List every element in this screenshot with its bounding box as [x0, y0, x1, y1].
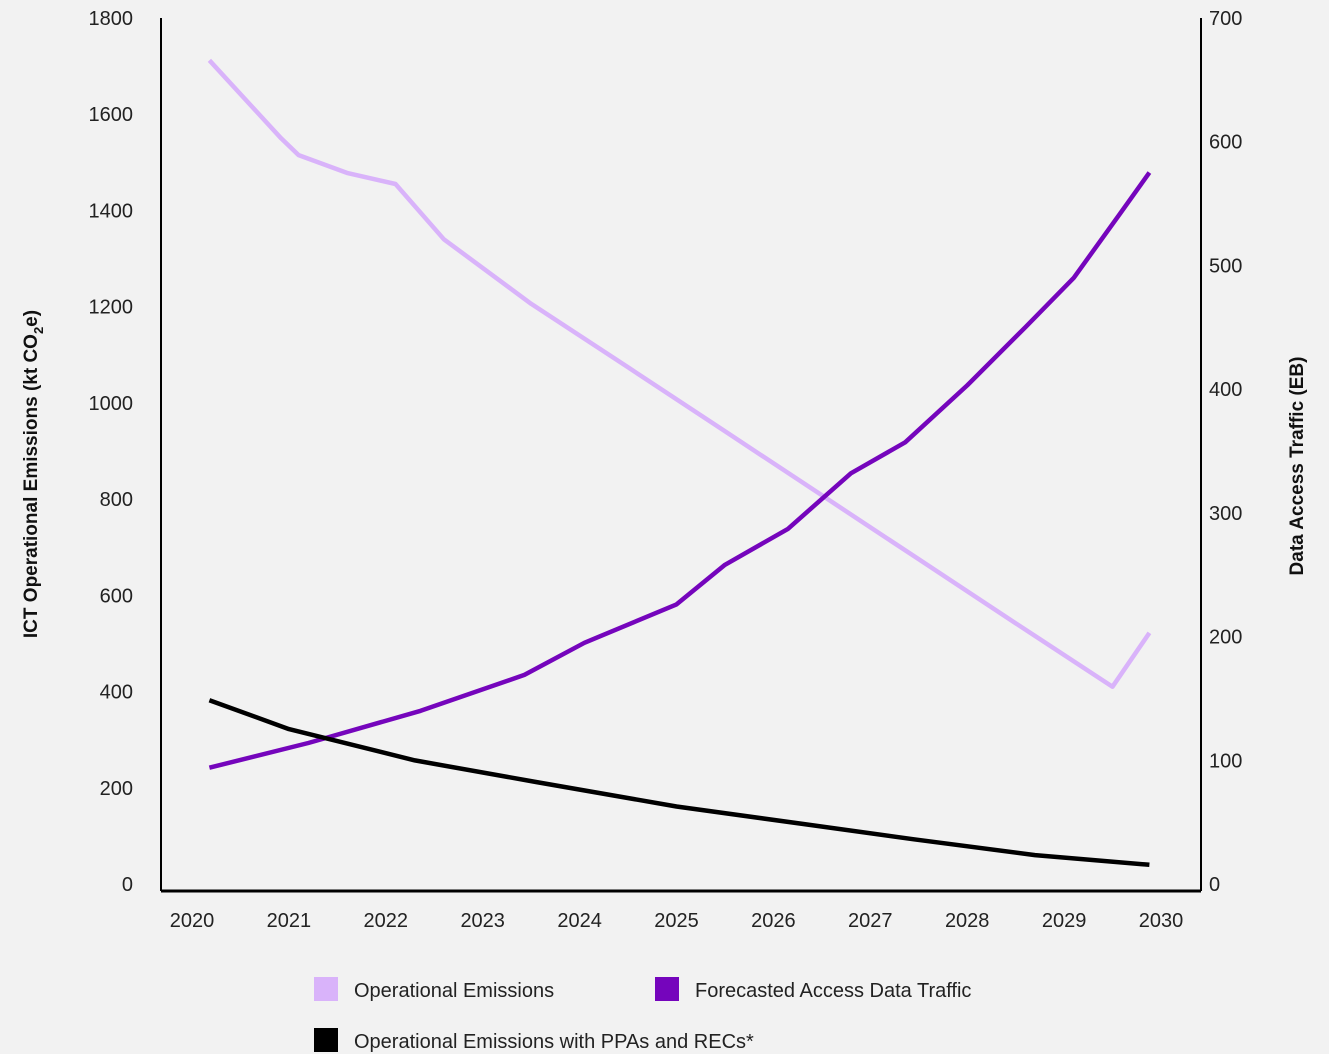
right-tick-label: 0 [1209, 874, 1220, 896]
right-tick-label: 600 [1209, 132, 1242, 154]
x-tick-label: 2021 [267, 910, 312, 932]
left-tick-label: 1400 [89, 200, 134, 222]
right-tick-label: 500 [1209, 255, 1242, 277]
left-tick-label: 600 [100, 585, 133, 607]
series-line-2 [208, 698, 1150, 868]
x-tick-label: 2027 [848, 910, 893, 932]
legend-label-operational-emissions: Operational Emissions [354, 980, 554, 1002]
left-tick-label: 800 [100, 489, 133, 511]
x-tick-label: 2026 [751, 910, 796, 932]
right-axis-title: Data Access Traffic (EB) [1287, 357, 1308, 576]
left-tick-label: 1800 [89, 8, 134, 30]
x-tick-label: 2022 [364, 910, 409, 932]
left-axis-title: ICT Operational Emissions (kt CO2e) [21, 310, 46, 638]
left-tick-label: 0 [122, 874, 133, 896]
right-tick-label: 200 [1209, 627, 1242, 649]
x-tick-label: 2020 [170, 910, 215, 932]
x-tick-label: 2028 [945, 910, 990, 932]
series-line-0 [207, 58, 1152, 689]
x-tick-label: 2023 [460, 910, 505, 932]
left-tick-label: 1200 [89, 297, 134, 319]
legend-swatch-forecasted-traffic [655, 977, 679, 1001]
x-tick-label: 2029 [1042, 910, 1087, 932]
legend-label-emissions-with-ppas: Operational Emissions with PPAs and RECs… [354, 1031, 754, 1053]
x-tick-label: 2024 [557, 910, 602, 932]
legend-swatch-operational-emissions [314, 977, 338, 1001]
left-tick-label: 1600 [89, 104, 134, 126]
left-tick-label: 400 [100, 682, 133, 704]
x-tick-label: 2025 [654, 910, 699, 932]
legend-swatch-emissions-with-ppas [314, 1028, 338, 1052]
left-tick-label: 200 [100, 778, 133, 800]
x-tick-label: 2030 [1139, 910, 1184, 932]
legend-label-forecasted-traffic: Forecasted Access Data Traffic [695, 980, 971, 1002]
right-tick-label: 100 [1209, 750, 1242, 772]
right-tick-label: 700 [1209, 8, 1242, 30]
right-tick-label: 400 [1209, 379, 1242, 401]
right-tick-label: 300 [1209, 503, 1242, 525]
left-tick-label: 1000 [89, 393, 134, 415]
series-line-1 [208, 171, 1152, 770]
